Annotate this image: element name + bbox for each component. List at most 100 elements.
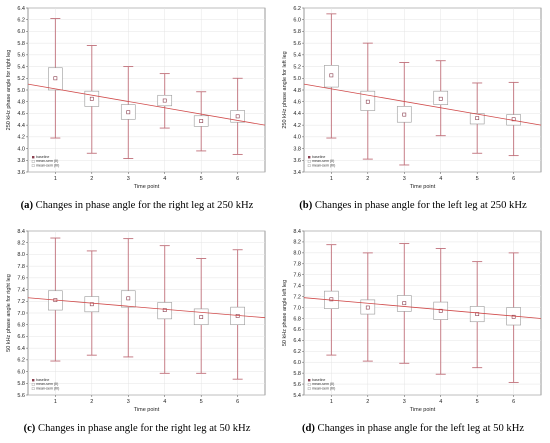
mean-marker bbox=[365, 305, 370, 310]
caption-c: (c) Changes in phase angle for the right… bbox=[2, 423, 272, 434]
y-tick-label: 7.0 bbox=[293, 305, 301, 311]
y-tick-label: 4.0 bbox=[17, 146, 25, 152]
y-tick-label: 4.2 bbox=[293, 123, 301, 129]
mean-marker bbox=[438, 308, 443, 313]
y-tick-label: 6.0 bbox=[17, 369, 25, 375]
y-axis-label: 50 kHz phase angle for right leg bbox=[6, 274, 12, 352]
y-tick-label: 6.2 bbox=[293, 349, 301, 355]
y-tick-label: 7.0 bbox=[17, 311, 25, 317]
y-axis-label: 250 kHz phase angle for right leg bbox=[6, 50, 12, 131]
y-tick-label: 5.4 bbox=[293, 393, 301, 399]
y-tick-label: 8.4 bbox=[293, 229, 301, 235]
mean-marker bbox=[511, 314, 516, 319]
legend-label: mean-sem (II) bbox=[312, 382, 334, 386]
y-tick-label: 5.6 bbox=[17, 53, 25, 59]
y-tick-label: 7.2 bbox=[293, 294, 301, 300]
legend-marker bbox=[307, 159, 311, 163]
y-tick-label: 8.2 bbox=[293, 240, 301, 246]
x-tick-label: 6 bbox=[236, 399, 239, 405]
x-tick-label: 1 bbox=[54, 176, 57, 182]
x-tick-label: 1 bbox=[330, 176, 333, 182]
y-tick-label: 7.4 bbox=[293, 283, 301, 289]
y-tick-label: 4.4 bbox=[293, 111, 301, 117]
caption-text-a: Changes in phase angle for the right leg… bbox=[35, 200, 254, 211]
mean-marker bbox=[89, 302, 94, 307]
x-tick-label: 5 bbox=[476, 399, 479, 405]
y-tick-label: 5.0 bbox=[293, 76, 301, 82]
y-tick-label: 8.0 bbox=[17, 252, 25, 258]
mean-marker bbox=[89, 96, 94, 101]
mean-marker bbox=[235, 114, 240, 119]
y-tick-label: 6.2 bbox=[293, 6, 301, 12]
x-tick-label: 4 bbox=[163, 399, 166, 405]
chart-panel-b: 3.4 3.6 3.8 4.0 4.2 4.4 4.6 4.8 5.0 5.2 5.4 5.6 5.8 6… bbox=[278, 2, 548, 218]
mean-marker bbox=[438, 96, 443, 101]
x-tick-label: 5 bbox=[476, 176, 479, 182]
y-tick-label: 5.8 bbox=[17, 381, 25, 387]
y-tick-label: 7.8 bbox=[293, 262, 301, 268]
box-plot-d: 5.4 5.6 5.8 6.0 6.2 6.4 6.6 6.8 7.0 7.2 7.4 7.6 7.8 8… bbox=[282, 229, 542, 413]
y-tick-label: 5.6 bbox=[293, 382, 301, 388]
legend-label: mean-sem (III) bbox=[36, 386, 59, 390]
legend-label: mean-sem (II) bbox=[36, 382, 58, 386]
chart-panel-d: 5.4 5.6 5.8 6.0 6.2 6.4 6.6 6.8 7.0 7.2 7.4 7.6 7.8 8… bbox=[278, 225, 548, 441]
legend-label: mean-sem (II) bbox=[36, 159, 58, 163]
box-plot-a: 3.6 3.8 4.0 4.2 4.4 4.6 4.8 5.0 5.2 5.4 5.6 5.8 6.0 6… bbox=[6, 6, 266, 190]
y-tick-label: 5.8 bbox=[17, 41, 25, 47]
y-tick-label: 5.8 bbox=[293, 371, 301, 377]
x-tick-label: 5 bbox=[200, 399, 203, 405]
caption-label-b: (b) bbox=[299, 200, 313, 211]
legend-label: mean-sem (II) bbox=[312, 159, 334, 163]
x-tick-label: 6 bbox=[512, 176, 515, 182]
legend-marker bbox=[31, 159, 35, 163]
legend-marker bbox=[31, 164, 35, 167]
caption-label-d: (d) bbox=[301, 423, 315, 434]
y-tick-label: 4.8 bbox=[17, 100, 25, 106]
y-tick-label: 5.0 bbox=[17, 88, 25, 94]
y-tick-label: 6.8 bbox=[293, 316, 301, 322]
legend-label: mean-sem (III) bbox=[312, 163, 335, 167]
y-tick-label: 6.0 bbox=[293, 360, 301, 366]
mean-marker bbox=[402, 112, 407, 117]
caption-b: (b) Changes in phase angle for the left … bbox=[278, 200, 548, 211]
legend-marker bbox=[31, 382, 35, 386]
caption-a: (a) Changes in phase angle for the right… bbox=[2, 200, 272, 211]
y-tick-label: 6.6 bbox=[293, 327, 301, 333]
box-plot-b: 3.4 3.6 3.8 4.0 4.2 4.4 4.6 4.8 5.0 5.2 5.4 5.6 5.8 6… bbox=[282, 6, 542, 190]
x-tick-label: 4 bbox=[439, 176, 442, 182]
y-tick-label: 5.4 bbox=[293, 53, 301, 59]
plot-area bbox=[303, 230, 542, 396]
chart-panel-a: 3.6 3.8 4.0 4.2 4.4 4.6 4.8 5.0 5.2 5.4 5.6 5.8 6.0 6… bbox=[2, 2, 272, 218]
y-tick-label: 7.8 bbox=[17, 264, 25, 270]
mean-marker bbox=[511, 117, 516, 122]
caption-d: (d) Changes in phase angle for the left … bbox=[278, 423, 548, 434]
y-tick-label: 8.4 bbox=[17, 229, 25, 235]
x-tick-label: 2 bbox=[366, 399, 369, 405]
caption-label-c: (c) bbox=[23, 423, 36, 434]
y-tick-label: 5.2 bbox=[293, 64, 301, 70]
x-tick-label: 4 bbox=[439, 399, 442, 405]
legend-marker bbox=[308, 156, 311, 159]
y-axis-label: 250 kHz phase angle for left leg bbox=[282, 51, 288, 128]
x-tick-label: 3 bbox=[403, 176, 406, 182]
y-tick-label: 6.4 bbox=[17, 346, 25, 352]
trend-line bbox=[27, 83, 266, 126]
y-tick-label: 8.2 bbox=[17, 241, 25, 247]
caption-text-c: Changes in phase angle for the right leg… bbox=[38, 423, 251, 434]
mean-marker bbox=[199, 119, 204, 123]
y-tick-label: 7.4 bbox=[17, 287, 25, 293]
trend-line bbox=[303, 83, 542, 126]
y-tick-label: 5.8 bbox=[293, 29, 301, 35]
legend-marker bbox=[307, 164, 311, 167]
legend-marker bbox=[307, 387, 311, 390]
y-tick-label: 6.4 bbox=[17, 6, 25, 12]
trend-line bbox=[27, 297, 266, 319]
y-tick-label: 6.8 bbox=[17, 323, 25, 329]
y-tick-label: 4.0 bbox=[293, 135, 301, 141]
mean-marker bbox=[162, 98, 167, 103]
x-tick-label: 1 bbox=[54, 399, 57, 405]
y-tick-label: 3.6 bbox=[293, 158, 301, 164]
y-tick-label: 3.6 bbox=[17, 170, 25, 176]
